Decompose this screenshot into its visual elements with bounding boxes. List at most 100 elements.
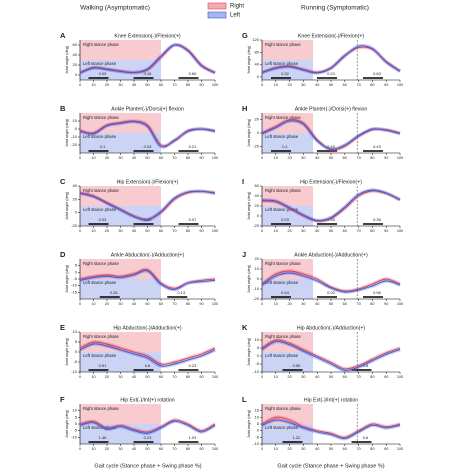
panel-letter: H [242,104,247,113]
x-tick-label: 10 [91,83,95,87]
right-stance-region [80,332,161,352]
y-tick-label: -5 [255,361,259,366]
x-tick-label: 70 [356,302,360,306]
left-line [79,190,216,221]
y-tick-label: 20 [255,256,260,261]
right-stance-region [80,40,161,60]
left-line [79,270,216,291]
x-tick-label: 40 [132,302,136,306]
stance-label: Right stance phase [83,334,120,339]
x-axis-label: Gait cycle (Stance phase + Swing phase %… [94,463,201,469]
y-tick-label: 0 [75,269,78,274]
p-value: 0.1 [282,144,288,149]
x-tick-label: 20 [105,229,109,233]
x-tick-label: 20 [287,447,291,451]
x-tick-label: 40 [315,83,319,87]
y-tick-label: 5 [257,345,260,350]
x-tick-label: 100 [397,229,403,233]
p-value: 0.36 [373,217,382,222]
right-stance-region [262,40,314,60]
right-line [79,419,216,433]
y-axis-label: Joint angle (deg) [247,409,251,438]
left-line [261,45,401,74]
x-tick-label: 50 [329,375,333,379]
x-tick-label: 20 [287,375,291,379]
panel-title: Hip Extension(-)/Flexion(+) [117,179,179,185]
panel-title: Ankle Abduction(-)/Adduction(+) [294,252,368,258]
p-value: 1.03 [189,435,198,440]
x-tick-label: 80 [370,447,374,451]
y-axis-label: Joint angle (deg) [65,118,69,147]
p-value: 0.8 [363,363,369,368]
y-tick-label: -20 [71,223,78,228]
x-tick-label: 20 [105,83,109,87]
stance-label: Left stance phase [265,134,299,139]
stance-label: Left stance phase [83,61,117,66]
x-tick-label: 90 [384,229,388,233]
y-tick-label: -20 [253,223,260,228]
y-tick-label: 60 [73,42,78,47]
x-tick-label: 50 [329,447,333,451]
right-line [79,120,216,147]
p-value: 1.46 [99,435,108,440]
left-line [261,419,401,440]
p-value: 0.43 [373,144,382,149]
p-value: 0.56 [293,363,302,368]
x-tick-label: 10 [91,375,95,379]
panel-letter: G [242,31,248,40]
x-tick-label: 30 [118,302,122,306]
y-tick-label: 0 [257,130,260,135]
left-stance-region [80,60,161,80]
x-tick-label: 80 [370,229,374,233]
right-line [79,341,216,365]
right-stance-region [80,259,161,279]
y-axis-label: Joint angle (deg) [65,191,69,220]
x-tick-label: 60 [159,229,163,233]
x-tick-label: 10 [274,156,278,160]
x-tick-label: 10 [274,447,278,451]
y-tick-label: 5 [75,414,78,419]
y-axis-label: Joint angle (deg) [247,191,251,220]
panel-letter: B [60,104,66,113]
x-tick-label: 70 [172,156,176,160]
right-stance-region [262,259,314,279]
x-tick-label: 100 [397,302,403,306]
stance-label: Right stance phase [83,261,120,266]
x-tick-label: 30 [118,375,122,379]
y-tick-label: 0 [257,428,260,433]
x-tick-label: 10 [91,302,95,306]
stance-label: Right stance phase [83,115,120,120]
x-tick-label: 0 [261,156,263,160]
left-line [79,343,216,367]
stance-label: Left stance phase [83,207,117,212]
x-tick-label: 40 [315,229,319,233]
left-line [261,120,401,150]
panel-letter: D [60,250,66,259]
stance-label: Left stance phase [265,61,299,66]
right-stance-region [80,186,161,206]
x-tick-label: 40 [315,375,319,379]
x-tick-label: 90 [199,83,203,87]
x-tick-label: 20 [287,83,291,87]
left-line [261,189,401,222]
y-tick-label: 5 [257,421,260,426]
stance-label: Left stance phase [83,134,117,139]
p-value: 0.96 [373,290,382,295]
y-axis-label: Joint angle (deg) [247,118,251,147]
x-tick-label: 50 [329,229,333,233]
x-tick-label: 90 [384,447,388,451]
panel-title: Hip Abduction(-)/Adduction(+) [297,325,365,331]
x-tick-label: 80 [186,375,190,379]
y-axis-label: Joint angle (deg) [65,264,69,293]
right-line [261,190,401,222]
x-tick-label: 70 [172,375,176,379]
right-stance-region [262,404,314,424]
left-stance-region [262,352,314,372]
x-tick-label: 90 [199,375,203,379]
x-tick-label: 100 [212,156,218,160]
y-tick-label: 10 [73,118,78,123]
x-tick-label: 50 [145,302,149,306]
x-tick-label: 60 [343,156,347,160]
x-tick-label: 30 [301,447,305,451]
p-value: 1.22 [293,435,302,440]
